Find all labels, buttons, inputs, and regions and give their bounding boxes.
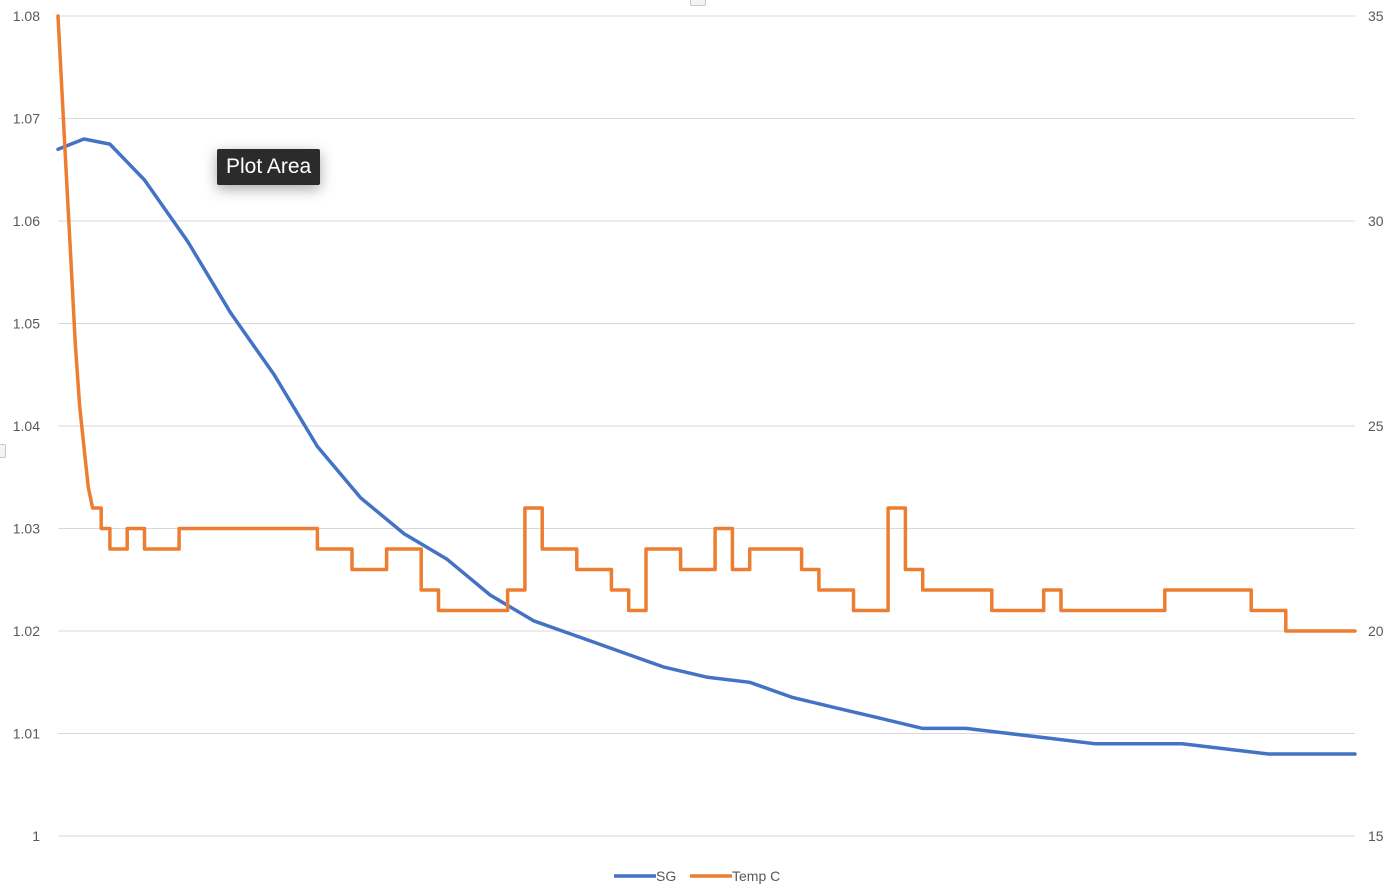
right-tick-label: 35 [1368, 8, 1384, 24]
right-tick-label: 25 [1368, 418, 1384, 434]
resize-handle-left[interactable] [0, 444, 6, 458]
left-tick-label: 1.06 [13, 213, 40, 229]
left-tick-label: 1.03 [13, 521, 40, 537]
left-tick-label: 1.01 [13, 726, 40, 742]
left-tick-label: 1.02 [13, 623, 40, 639]
gridlines [58, 15, 1355, 837]
right-tick-label: 20 [1368, 623, 1384, 639]
legend-label: SG [656, 868, 676, 884]
right-tick-label: 15 [1368, 828, 1384, 844]
series-line-sg[interactable] [56, 137, 1357, 756]
plot-area-tooltip: Plot Area [217, 149, 321, 185]
legend-label: Temp C [732, 868, 780, 884]
left-tick-label: 1.05 [13, 316, 40, 332]
legend: SG Temp C [614, 868, 780, 884]
left-tick-label: 1.07 [13, 111, 40, 127]
left-tick-label: 1 [32, 828, 40, 844]
resize-handle-top[interactable] [690, 0, 706, 6]
left-tick-label: 1.04 [13, 418, 40, 434]
right-axis-ticks: 15 20 25 30 35 [1368, 8, 1384, 844]
plot-series [56, 14, 1357, 756]
right-tick-label: 30 [1368, 213, 1384, 229]
series-line-temp-c[interactable] [56, 14, 1357, 633]
left-tick-label: 1.08 [13, 8, 40, 24]
left-axis-ticks: 1 1.01 1.02 1.03 1.04 1.05 1.06 1.07 1.08 [13, 8, 40, 844]
